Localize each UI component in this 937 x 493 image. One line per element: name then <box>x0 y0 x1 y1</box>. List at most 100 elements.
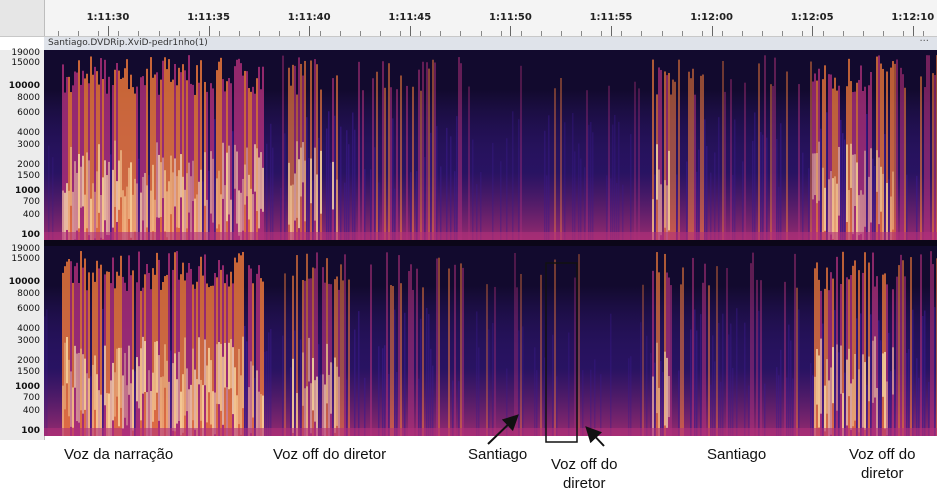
ruler-minor-tick <box>762 31 763 36</box>
ruler-minor-tick <box>501 31 502 36</box>
ruler-minor-tick <box>601 31 602 36</box>
annotation-santiago-2: Santiago <box>707 446 767 463</box>
annotation-voz-off-3-line2: diretor <box>860 465 904 482</box>
frequency-label: 2000 <box>17 160 40 170</box>
frequency-label: 10000 <box>8 81 40 91</box>
frequency-label: 400 <box>22 406 40 416</box>
ruler-minor-tick <box>782 31 783 36</box>
ruler-minor-tick <box>138 31 139 36</box>
ruler-tick-label: 1:11:30 <box>86 12 130 23</box>
frequency-label: 3000 <box>17 140 40 150</box>
frequency-label: 400 <box>22 210 40 220</box>
ruler-minor-tick <box>823 31 824 36</box>
frequency-label: 4000 <box>17 128 40 138</box>
spectrogram-channel-bottom <box>44 246 937 436</box>
ruler-minor-tick <box>682 31 683 36</box>
ruler-minor-tick <box>581 31 582 36</box>
frequency-label: 700 <box>22 393 40 403</box>
ruler-minor-tick <box>802 31 803 36</box>
ruler-minor-tick <box>118 31 119 36</box>
ruler-minor-tick <box>279 31 280 36</box>
ruler-major-tick <box>208 26 210 36</box>
ruler-tick-label: 1:11:55 <box>589 12 633 23</box>
track-name: Santiago.DVDRip.XviD-pedr1nho(1) <box>48 38 208 48</box>
ruler-major-tick <box>912 26 914 36</box>
ruler-minor-tick <box>662 31 663 36</box>
track-header[interactable]: Santiago.DVDRip.XviD-pedr1nho(1) ··· <box>44 36 937 51</box>
ruler-minor-tick <box>460 31 461 36</box>
ruler-major-tick <box>510 26 512 36</box>
frequency-label: 100 <box>21 426 40 436</box>
ruler-major-tick <box>611 26 612 36</box>
ruler-minor-tick <box>239 31 240 36</box>
ruler-tick-label: 1:11:35 <box>187 12 230 23</box>
ruler-minor-tick <box>420 31 421 36</box>
ruler-tick-label: 1:11:50 <box>488 12 532 23</box>
frequency-label: 700 <box>22 197 40 207</box>
spectrogram-image-bottom <box>44 246 937 436</box>
spectrogram-image-top <box>44 50 937 240</box>
ruler-major-tick <box>409 26 411 36</box>
ruler-minor-tick <box>541 31 542 36</box>
annotation-voz-off-3: Voz off do diretor <box>849 445 915 483</box>
frequency-label: 15000 <box>11 254 40 264</box>
ruler-minor-tick <box>903 31 904 36</box>
annotation-voz-off-2: Voz off do diretor <box>551 455 617 493</box>
ruler-minor-tick <box>883 31 884 36</box>
ruler-minor-tick <box>863 31 864 36</box>
channel-divider <box>44 240 937 246</box>
ruler-minor-tick <box>78 31 79 36</box>
frequency-label: 3000 <box>17 336 40 346</box>
frequency-label: 1500 <box>17 171 40 181</box>
ruler-minor-tick <box>179 31 180 36</box>
ruler-minor-tick <box>299 31 300 36</box>
frequency-label: 4000 <box>17 324 40 334</box>
ruler-minor-tick <box>843 31 844 36</box>
annotation-voz-off-2-line2: diretor <box>562 475 606 492</box>
ruler-major-tick <box>711 26 713 36</box>
ruler-minor-tick <box>400 31 401 36</box>
annotation-voz-off-1: Voz off do diretor <box>273 446 387 463</box>
ruler-minor-tick <box>360 31 361 36</box>
ruler-minor-tick <box>340 31 341 36</box>
frequency-label: 1000 <box>14 382 40 392</box>
ruler-major-tick <box>309 26 311 36</box>
frequency-label: 10000 <box>8 277 40 287</box>
track-menu-icon[interactable]: ··· <box>919 36 929 47</box>
annotation-voz-off-2-line1: Voz off do <box>551 456 618 473</box>
frequency-label: 6000 <box>17 304 40 314</box>
ruler-minor-tick <box>259 31 260 36</box>
timeline-ruler[interactable]: 1:11:30 1:11:35 1:11:40 1:11:45 1:11:50 1:11:… <box>0 0 937 37</box>
ruler-minor-tick <box>923 31 924 36</box>
frequency-label: 6000 <box>17 108 40 118</box>
ruler-tick-label: 1:11:40 <box>287 12 331 23</box>
ruler-minor-tick <box>742 31 743 36</box>
frequency-label: 19000 <box>11 244 40 254</box>
frequency-label: 8000 <box>17 289 40 299</box>
frequency-axis: 19000 15000 10000 8000 6000 4000 3000 2000 1500 1… <box>0 48 45 440</box>
ruler-minor-tick <box>481 31 482 36</box>
ruler-minor-tick <box>58 31 59 36</box>
ruler-minor-tick <box>521 31 522 36</box>
spectrogram-channel-top <box>44 50 937 240</box>
frequency-label: 19000 <box>11 48 40 58</box>
ruler-minor-tick <box>440 31 441 36</box>
ruler-gutter <box>0 0 45 36</box>
frequency-label: 8000 <box>17 93 40 103</box>
frequency-label: 1500 <box>17 367 40 377</box>
ruler-tick-label: 1:12:05 <box>790 12 834 23</box>
frequency-label: 2000 <box>17 356 40 366</box>
annotation-santiago-1: Santiago <box>468 446 528 463</box>
ruler-minor-tick <box>159 31 160 36</box>
ruler-minor-tick <box>722 31 723 36</box>
ruler-minor-tick <box>380 31 381 36</box>
ruler-major-tick <box>108 26 109 36</box>
ruler-minor-tick <box>561 31 562 36</box>
spectrogram-view[interactable] <box>44 50 937 440</box>
ruler-minor-tick <box>702 31 703 36</box>
annotation-voz-narracao: Voz da narração <box>64 446 174 463</box>
annotation-voz-off-3-line1: Voz off do <box>849 446 916 463</box>
ruler-tick-label: 1:12:00 <box>690 12 733 23</box>
ruler-minor-tick <box>98 31 99 36</box>
frequency-label: 1000 <box>14 186 40 196</box>
